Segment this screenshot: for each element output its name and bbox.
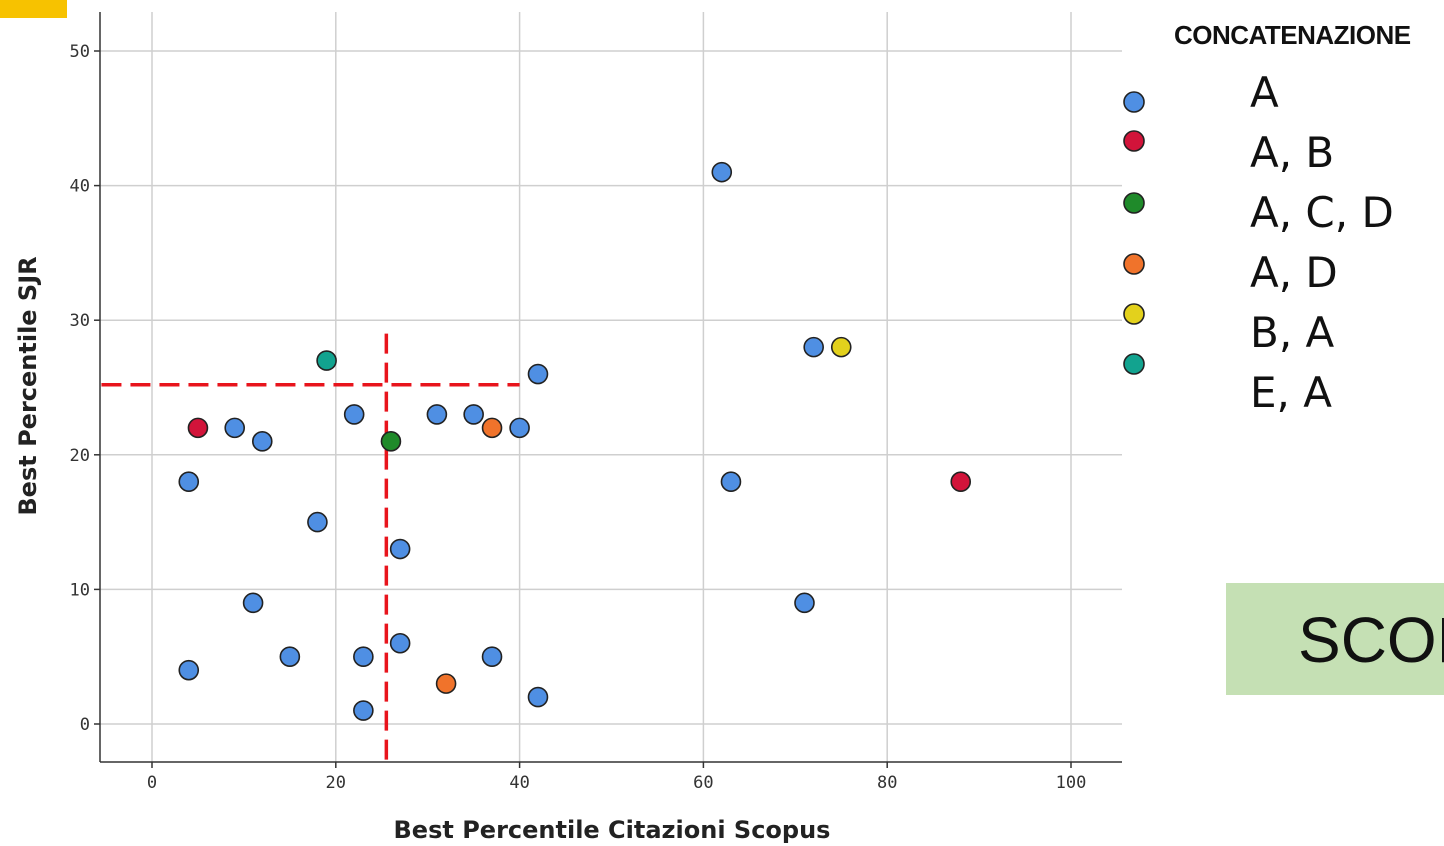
x-tick-label: 60 (693, 773, 713, 793)
legend-marker (1123, 353, 1145, 375)
data-point (803, 336, 824, 358)
data-point (950, 471, 972, 493)
axes (94, 12, 1122, 768)
legend-markers (1123, 91, 1145, 375)
x-axis-label: Best Percentile Citazioni Scopus (394, 816, 831, 844)
x-tick-label: 80 (877, 773, 897, 793)
grid-lines (100, 12, 1122, 762)
y-tick-label: 0 (80, 715, 90, 735)
data-point (435, 673, 457, 694)
legend-marker (1123, 91, 1145, 113)
x-tick-label: 100 (1056, 773, 1087, 793)
legend-label: A, C, D (1250, 188, 1394, 237)
legend-label: A, D (1250, 248, 1338, 297)
data-point (426, 404, 448, 425)
corner-tab (0, 0, 67, 18)
data-point (316, 350, 337, 371)
data-point (187, 417, 209, 439)
data-points (178, 161, 972, 721)
data-point (830, 336, 852, 358)
data-point (389, 632, 411, 654)
x-tick-label: 40 (509, 773, 529, 793)
tick-labels: 0 20 40 60 80 100 0 10 20 30 40 50 (70, 42, 1087, 793)
x-tick-label: 0 (147, 773, 157, 793)
data-point (481, 646, 503, 668)
data-point (353, 646, 374, 668)
data-point (527, 363, 549, 385)
data-point (178, 471, 200, 493)
y-tick-label: 10 (70, 580, 90, 600)
data-point (720, 471, 742, 493)
data-point (380, 431, 402, 452)
scopus-label: SCOPUS (1298, 604, 1444, 676)
data-point (279, 646, 301, 668)
y-tick-label: 40 (70, 177, 90, 197)
legend-marker (1123, 303, 1145, 325)
x-tick-label: 20 (326, 773, 346, 793)
data-point (711, 161, 733, 183)
data-point (251, 431, 273, 452)
data-point (343, 404, 365, 425)
data-point (307, 511, 328, 533)
data-point (794, 592, 815, 614)
reference-lines (101, 333, 520, 761)
legend-title: CONCATENAZIONE (1174, 20, 1411, 50)
legend-marker (1123, 253, 1145, 275)
data-point (224, 417, 246, 439)
legend-marker (1123, 130, 1145, 152)
y-tick-label: 50 (70, 42, 90, 62)
legend-label: A, B (1250, 128, 1335, 177)
data-point (242, 592, 264, 614)
data-point (178, 659, 200, 681)
legend-label: B, A (1250, 308, 1335, 357)
y-tick-label: 20 (70, 446, 90, 466)
y-axis-label: Best Percentile SJR (14, 256, 42, 515)
data-point (463, 404, 484, 425)
data-point (481, 417, 503, 439)
data-point (353, 700, 374, 721)
data-point (389, 538, 411, 560)
data-point (527, 686, 549, 708)
legend-label: E, A (1250, 368, 1332, 417)
scopus-box: SCOPUS (1226, 583, 1444, 695)
data-point (509, 417, 530, 439)
legend-label: A (1250, 68, 1279, 117)
legend-marker (1123, 192, 1145, 214)
y-tick-label: 30 (70, 311, 90, 331)
